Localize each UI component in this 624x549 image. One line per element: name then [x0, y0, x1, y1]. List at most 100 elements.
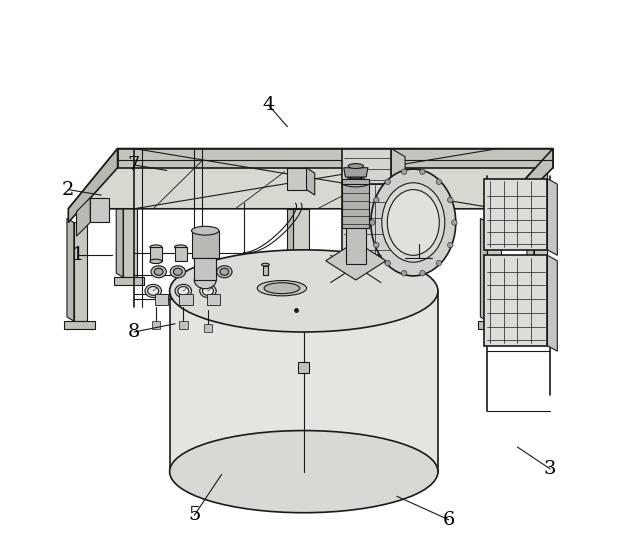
- Polygon shape: [547, 255, 557, 351]
- Ellipse shape: [151, 266, 167, 278]
- Ellipse shape: [374, 197, 379, 203]
- Polygon shape: [534, 167, 547, 277]
- Ellipse shape: [401, 169, 407, 175]
- Ellipse shape: [374, 242, 379, 248]
- Ellipse shape: [371, 169, 456, 276]
- Polygon shape: [478, 321, 508, 329]
- Ellipse shape: [401, 271, 407, 276]
- Ellipse shape: [342, 178, 369, 187]
- Polygon shape: [68, 149, 117, 222]
- Ellipse shape: [170, 266, 185, 278]
- Polygon shape: [64, 321, 95, 329]
- Polygon shape: [288, 167, 306, 189]
- Polygon shape: [194, 258, 216, 280]
- Ellipse shape: [175, 245, 187, 249]
- Ellipse shape: [150, 245, 162, 249]
- Ellipse shape: [420, 169, 425, 175]
- Polygon shape: [547, 178, 557, 255]
- Ellipse shape: [264, 283, 300, 294]
- Ellipse shape: [173, 268, 182, 275]
- Polygon shape: [326, 242, 386, 280]
- Polygon shape: [68, 149, 553, 209]
- Text: 5: 5: [188, 506, 200, 524]
- Ellipse shape: [447, 242, 453, 248]
- Polygon shape: [152, 321, 160, 329]
- Polygon shape: [342, 184, 391, 255]
- Ellipse shape: [178, 287, 189, 295]
- Ellipse shape: [346, 171, 366, 178]
- Polygon shape: [288, 209, 293, 474]
- Ellipse shape: [195, 266, 210, 278]
- Polygon shape: [180, 294, 193, 305]
- Polygon shape: [342, 178, 369, 184]
- Polygon shape: [525, 277, 555, 285]
- Polygon shape: [67, 219, 74, 321]
- Ellipse shape: [436, 260, 442, 266]
- Polygon shape: [74, 222, 87, 321]
- Ellipse shape: [217, 266, 232, 278]
- Text: 7: 7: [128, 156, 140, 174]
- Ellipse shape: [192, 226, 219, 235]
- Polygon shape: [155, 294, 168, 305]
- Polygon shape: [391, 149, 405, 264]
- Ellipse shape: [447, 197, 453, 203]
- Polygon shape: [175, 247, 187, 261]
- Text: 6: 6: [442, 511, 455, 529]
- Polygon shape: [293, 209, 310, 474]
- Polygon shape: [207, 294, 220, 305]
- Ellipse shape: [202, 287, 213, 295]
- Ellipse shape: [175, 284, 192, 298]
- Ellipse shape: [369, 220, 375, 225]
- Polygon shape: [170, 291, 438, 472]
- Ellipse shape: [420, 271, 425, 276]
- Polygon shape: [342, 184, 369, 228]
- Ellipse shape: [257, 281, 306, 296]
- Ellipse shape: [385, 260, 391, 266]
- Ellipse shape: [150, 259, 162, 264]
- Ellipse shape: [170, 430, 438, 513]
- Polygon shape: [114, 277, 144, 285]
- Polygon shape: [90, 198, 109, 222]
- Ellipse shape: [261, 264, 270, 266]
- Polygon shape: [344, 167, 368, 177]
- Ellipse shape: [198, 268, 207, 275]
- Ellipse shape: [382, 183, 445, 262]
- Polygon shape: [150, 247, 162, 261]
- Polygon shape: [484, 178, 547, 250]
- Ellipse shape: [285, 475, 318, 485]
- Ellipse shape: [194, 271, 216, 289]
- Polygon shape: [487, 222, 501, 321]
- Ellipse shape: [170, 250, 438, 332]
- Polygon shape: [77, 198, 90, 236]
- Polygon shape: [192, 231, 219, 258]
- Text: 4: 4: [262, 96, 275, 114]
- Ellipse shape: [148, 287, 158, 295]
- Text: 1: 1: [71, 247, 84, 264]
- Text: 3: 3: [544, 460, 557, 478]
- Ellipse shape: [436, 179, 442, 184]
- Polygon shape: [203, 324, 212, 332]
- Polygon shape: [306, 167, 314, 195]
- Polygon shape: [527, 164, 534, 277]
- Ellipse shape: [220, 268, 229, 275]
- Polygon shape: [484, 255, 547, 346]
- Polygon shape: [263, 266, 268, 274]
- Polygon shape: [179, 321, 188, 329]
- Polygon shape: [117, 149, 553, 167]
- Polygon shape: [498, 149, 553, 222]
- Polygon shape: [123, 167, 137, 277]
- Polygon shape: [342, 149, 391, 184]
- Ellipse shape: [145, 284, 162, 298]
- Text: 8: 8: [128, 323, 140, 341]
- Polygon shape: [298, 362, 310, 373]
- Text: 2: 2: [62, 181, 74, 199]
- Ellipse shape: [348, 164, 363, 169]
- Ellipse shape: [452, 220, 457, 225]
- Ellipse shape: [388, 189, 439, 255]
- Polygon shape: [279, 474, 323, 485]
- Polygon shape: [480, 219, 487, 321]
- Ellipse shape: [154, 268, 163, 275]
- Polygon shape: [116, 164, 123, 277]
- Ellipse shape: [385, 179, 391, 184]
- Ellipse shape: [200, 284, 216, 298]
